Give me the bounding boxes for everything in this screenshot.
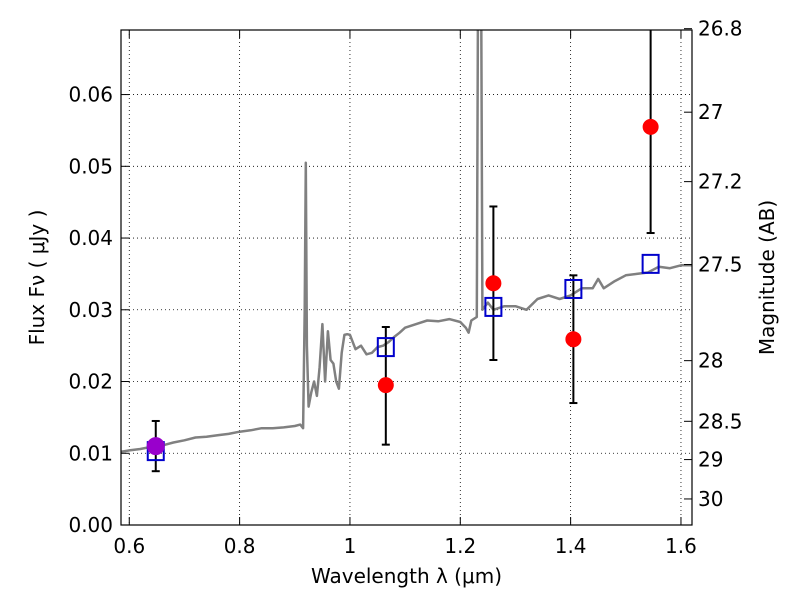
x-tick-label: 1.6 — [665, 534, 697, 558]
observed-point — [642, 118, 659, 135]
y-tick-label: 0.03 — [68, 298, 113, 322]
y2-axis-title: Magnitude (AB) — [755, 200, 779, 355]
y-tick-label: 0.01 — [68, 441, 113, 465]
spectrum-line — [121, 30, 692, 454]
y2-tick-label: 30 — [698, 487, 723, 511]
model-photometry-square — [564, 278, 583, 299]
x-axis-title: Wavelength λ (μm) — [311, 564, 502, 588]
y2-tick-label: 28 — [698, 349, 723, 373]
x-tick-label: 1 — [344, 534, 357, 558]
y2-tick-label: 28.5 — [698, 409, 743, 433]
model-photometry-square — [641, 253, 660, 274]
y2-tick-label: 27 — [698, 100, 723, 124]
y2-tick-label: 27.5 — [698, 253, 743, 277]
y-tick-label: 0.00 — [68, 513, 113, 537]
y-tick-label: 0.05 — [68, 154, 113, 178]
model-photometry-square — [484, 296, 503, 317]
highlight-point — [146, 437, 165, 456]
x-tick-label: 1.4 — [555, 534, 587, 558]
y-tick-label: 0.04 — [68, 226, 113, 250]
y-axis: 0.00 0.01 0.02 0.03 0.04 0.05 0.06 — [68, 83, 129, 537]
x-tick-label: 1.2 — [444, 534, 476, 558]
y-tick-label: 0.06 — [68, 83, 113, 107]
observed-point — [485, 275, 502, 292]
y-tick-label: 0.02 — [68, 370, 113, 394]
x-axis: 0.6 0.8 1 1.2 1.4 1.6 — [113, 30, 697, 558]
y2-tick-label: 26.8 — [698, 17, 743, 41]
axes-frame — [120, 29, 693, 526]
x-tick-label: 0.8 — [224, 534, 256, 558]
observed-point — [377, 377, 394, 394]
plot-area — [121, 30, 692, 473]
model-photometry-square — [376, 337, 395, 358]
y-axis-title: Flux Fν ( μJy ) — [25, 210, 49, 346]
y2-tick-label: 29 — [698, 448, 723, 472]
y2-tick-label: 27.2 — [698, 170, 743, 194]
x-tick-label: 0.6 — [113, 534, 145, 558]
grid — [121, 30, 692, 526]
observed-point — [565, 331, 582, 348]
y2-axis: 26.8 27 27.2 27.5 28 28.5 29 30 — [684, 17, 743, 511]
